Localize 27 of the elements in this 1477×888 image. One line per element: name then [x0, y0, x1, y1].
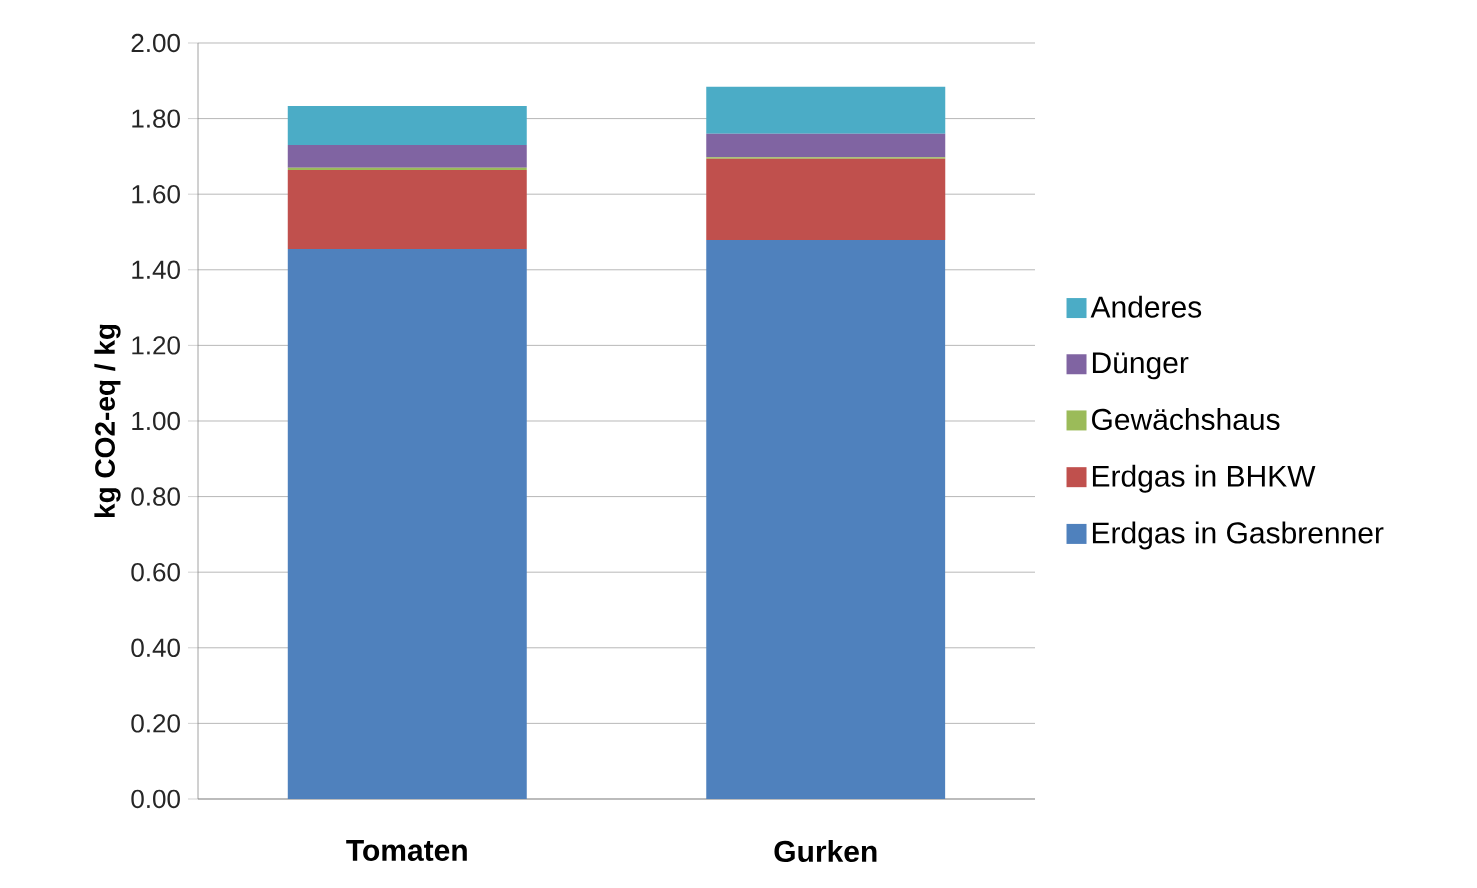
bar: [287, 169, 527, 249]
y-tick-label: 0.00: [131, 789, 180, 809]
y-tick-label: 0.40: [131, 638, 180, 657]
y-tick-label: 1.60: [132, 184, 180, 204]
y-tick-label: 1.20: [132, 336, 180, 355]
y-tick-label: 1.40: [132, 260, 180, 279]
bar: [287, 249, 527, 799]
y-tick-label: 0.60: [131, 562, 180, 582]
legend-label: Dünger: [1092, 352, 1189, 380]
y-tick-label: 0.20: [131, 714, 180, 733]
bar: [706, 133, 946, 158]
legend-label: Gewächshaus: [1092, 408, 1280, 431]
y-tick-label: 0.80: [131, 487, 180, 506]
y-tick-label: 1.80: [132, 109, 180, 128]
legend-label: Erdgas in BHKW: [1092, 464, 1316, 493]
x-tick-label: Gurken: [774, 840, 877, 863]
bar: [287, 145, 527, 168]
bar: [706, 158, 946, 240]
bar: [287, 106, 527, 146]
y-tick-label: 2.00: [131, 33, 180, 53]
bar: [706, 86, 946, 134]
x-tick-label: Tomaten: [346, 840, 467, 861]
y-axis-title: kg CO2-eq / kg: [94, 324, 121, 518]
legend-label: Anderes: [1090, 295, 1202, 318]
legend-label: Erdgas in Gasbrenner: [1092, 521, 1384, 550]
bar: [706, 239, 946, 799]
y-tick-label: 1.00: [132, 411, 180, 431]
